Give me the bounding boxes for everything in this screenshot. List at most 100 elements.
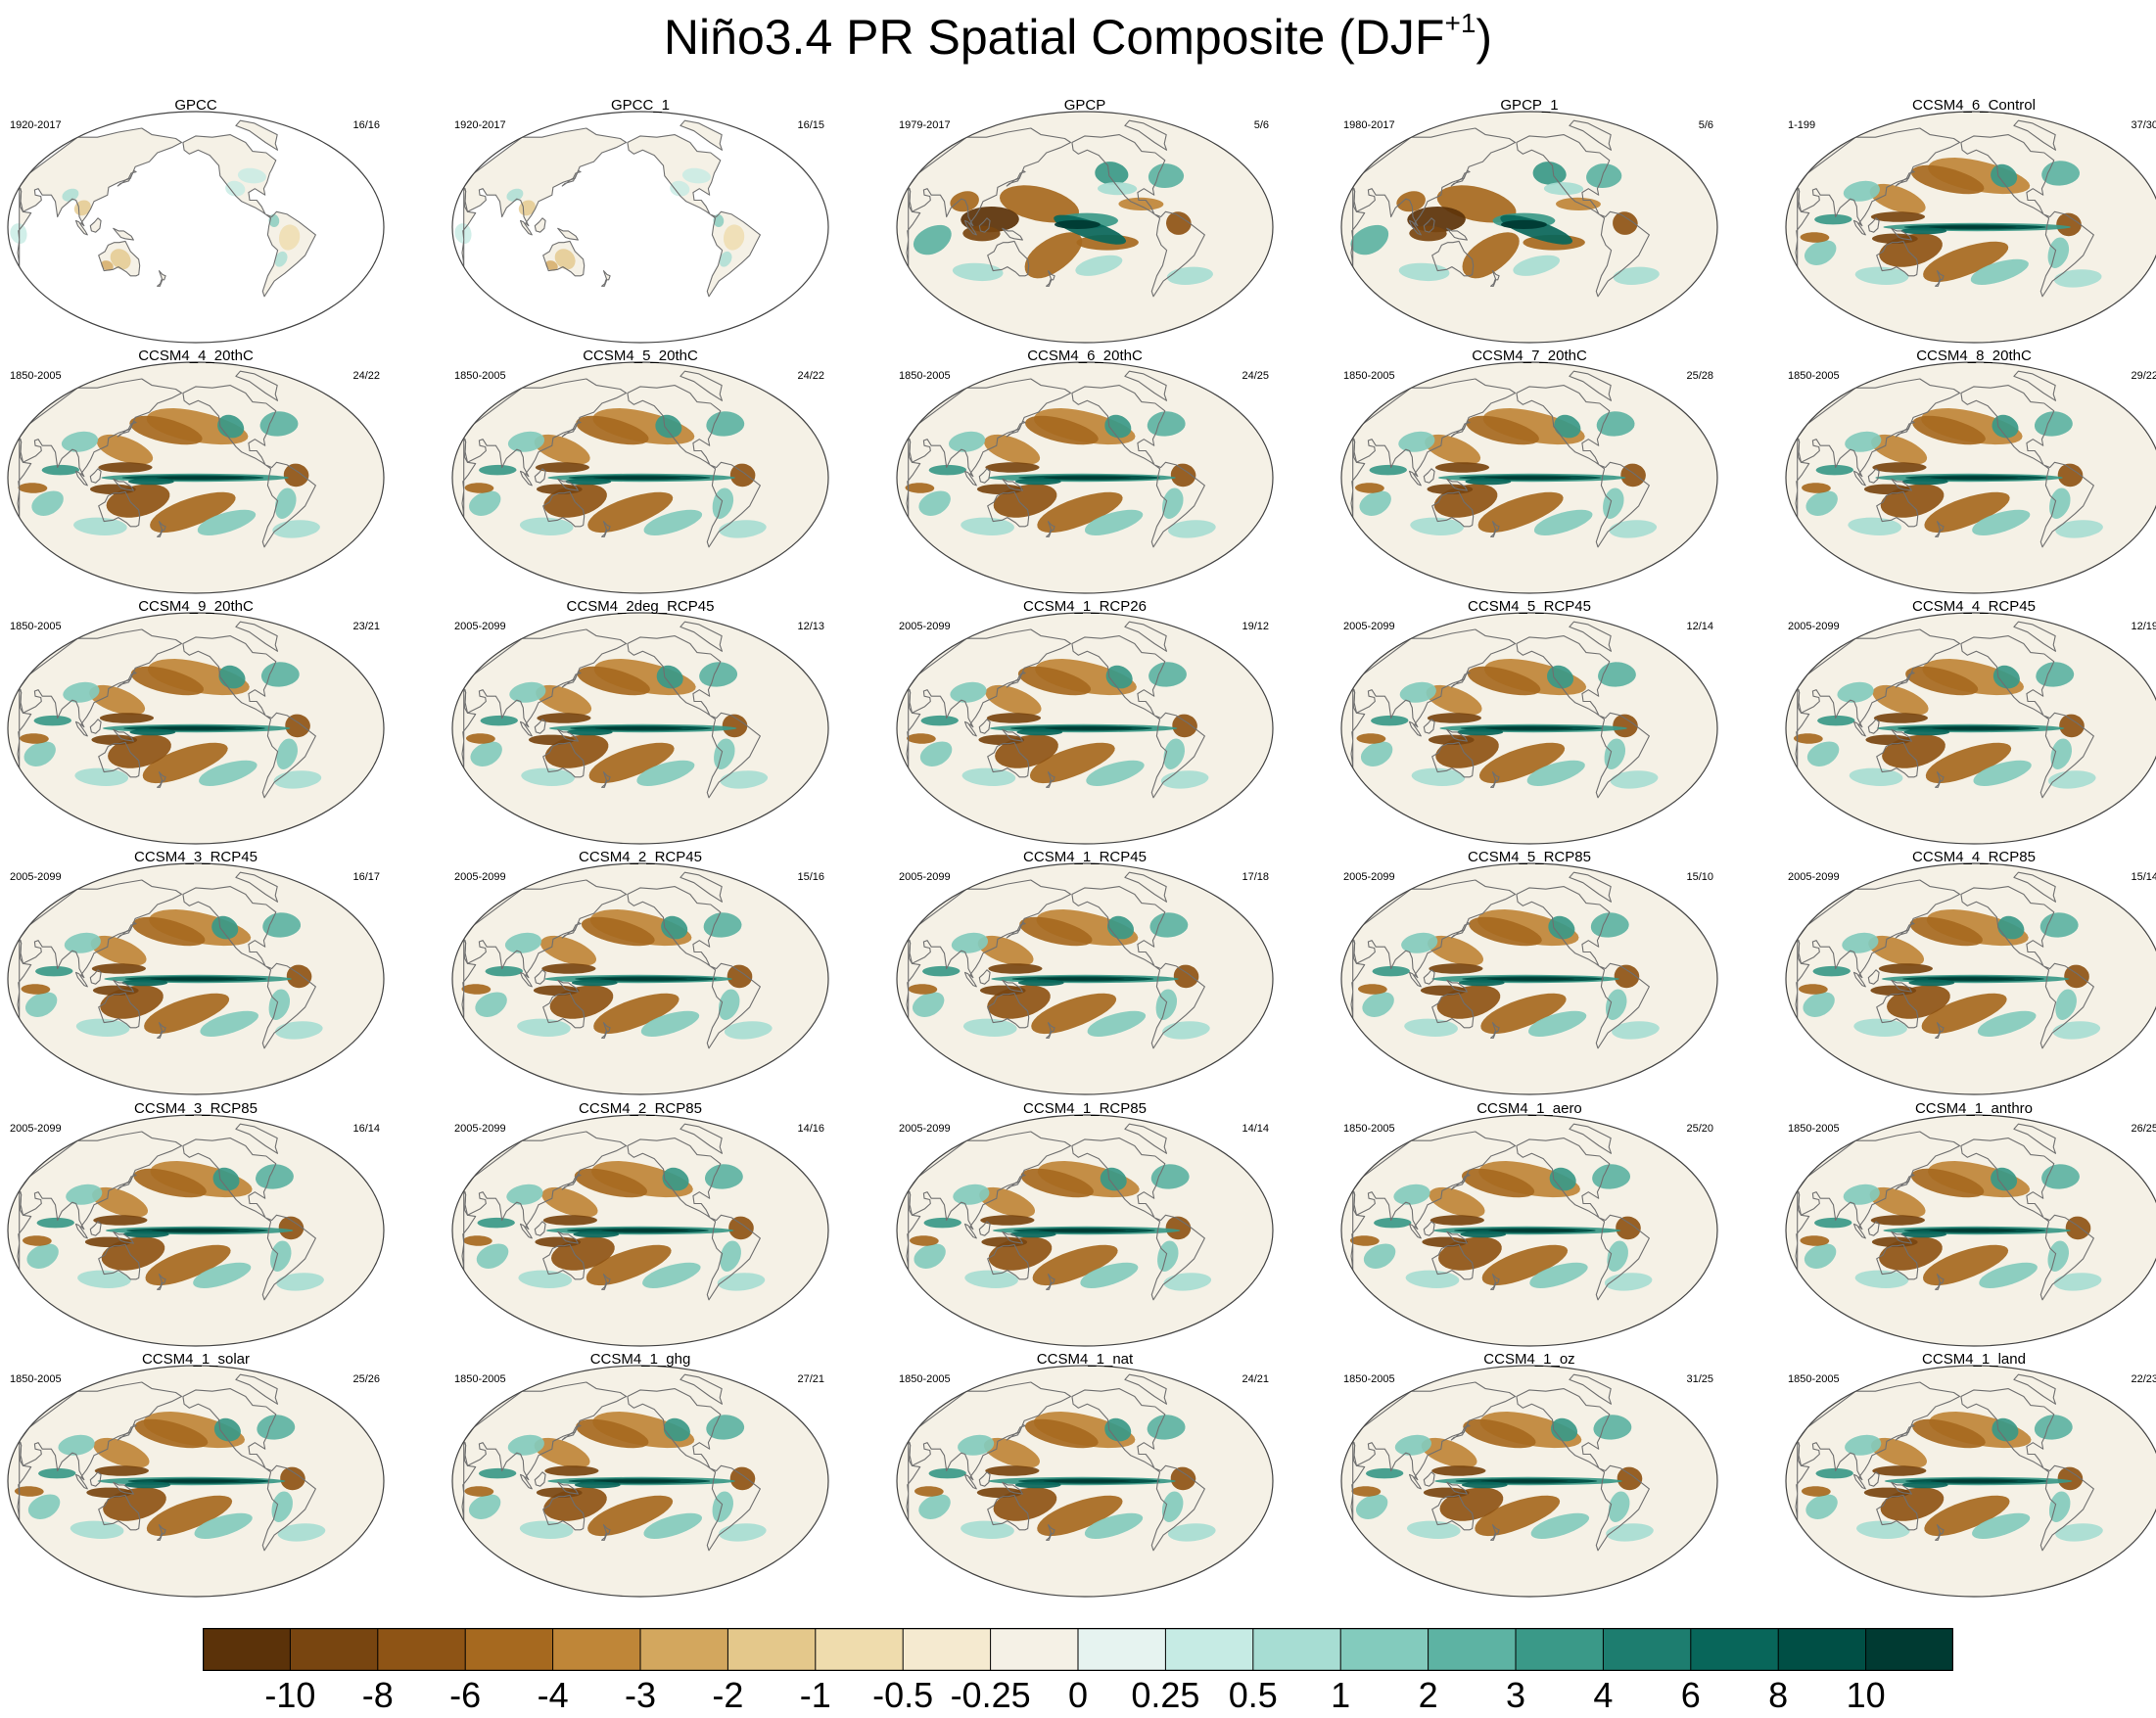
map-plot <box>1340 361 1718 594</box>
anomaly-patch <box>1930 1479 2019 1483</box>
asia-outline <box>463 1381 628 1481</box>
colorbar-swatch <box>726 1628 817 1671</box>
borneo-outline <box>534 1471 546 1487</box>
anomaly-patch <box>913 992 945 1017</box>
anomaly-patch <box>130 666 204 696</box>
greenland-outline <box>680 370 724 401</box>
anomaly-patch <box>928 1467 966 1479</box>
sumatra-outline <box>1852 971 1866 988</box>
anomaly-patch <box>213 1417 241 1442</box>
map-border <box>1340 361 1718 594</box>
anomaly-patch <box>1031 993 1117 1035</box>
americas-outline <box>1516 134 1650 298</box>
panel-years: 1979-2017 <box>899 119 951 131</box>
anomaly-patch <box>1485 726 1573 730</box>
anomaly-patch <box>1167 1523 1216 1542</box>
africa-outline <box>1350 186 1366 268</box>
panel-title: CCSM4_2_RCP45 <box>579 849 702 865</box>
japan-outline <box>1450 671 1471 688</box>
land-data-fill <box>463 128 627 226</box>
borneo-outline <box>534 969 546 985</box>
americas-outline <box>1071 134 1205 298</box>
anomaly-patch <box>268 989 290 1020</box>
anomaly-patch <box>1912 415 1986 445</box>
anomaly-patch <box>1488 1229 1576 1232</box>
anomaly-patch <box>670 180 690 197</box>
anomaly-patch <box>1371 715 1409 726</box>
anomaly-patch <box>1016 728 1063 736</box>
anomaly-patch <box>1104 414 1132 439</box>
anomaly-patch <box>1157 1240 1179 1272</box>
anomaly-patch <box>1800 1235 1830 1246</box>
colorbar-labels: -10 -8 -6 -4 -3 -2 -1 -0.5 -0.25 0 0.25 0.5 1 2 3 4 6 8 10 <box>0 1676 2156 1715</box>
panel-title: CCSM4_3_RCP45 <box>134 849 258 865</box>
australia-outline <box>98 240 141 277</box>
anomaly-patch <box>949 431 986 452</box>
colorbar-tick-label: 3 <box>1505 1675 1526 1715</box>
anomaly-patch <box>1085 509 1144 535</box>
panel-years: 1850-2005 <box>10 621 62 632</box>
americas-outline <box>627 1138 761 1301</box>
anomaly-patch <box>1428 734 1475 745</box>
sumatra-outline <box>1852 1223 1866 1239</box>
land-data-fill <box>520 220 533 235</box>
map-plot <box>896 612 1274 845</box>
new-zealand-outline <box>1935 1022 1945 1039</box>
greenland-outline <box>1569 370 1613 401</box>
panel-title: CCSM4_2_RCP85 <box>579 1100 702 1117</box>
anomaly-patch <box>1404 1018 1458 1037</box>
anomaly-patch <box>729 463 756 488</box>
anomaly-patch <box>1461 1481 1508 1489</box>
colorbar-tick-label: -6 <box>449 1675 482 1715</box>
anomaly-patch <box>1854 266 1909 285</box>
americas-outline <box>1071 1138 1205 1301</box>
panel-title: CCSM4_6_20thC <box>1027 348 1143 364</box>
colorbar-tick-label: 4 <box>1593 1675 1614 1715</box>
map-panel: CCSM4_1_oz 1850-2005 31/25 <box>1334 1352 1725 1602</box>
anomaly-patch <box>1815 1467 1853 1479</box>
anomaly-patch <box>280 1466 305 1491</box>
colorbar-swatch <box>639 1628 729 1671</box>
panel-years: 2005-2099 <box>10 1123 62 1135</box>
anomaly-patch <box>151 1229 240 1232</box>
anomaly-patch <box>1020 1168 1094 1198</box>
colorbar-swatch <box>1865 1628 1953 1671</box>
sumatra-outline <box>1852 470 1866 487</box>
map-plot <box>7 862 385 1095</box>
map-panel: CCSM4_1_RCP26 2005-2099 19/12 <box>889 599 1281 849</box>
panel-years: 2005-2099 <box>454 1123 506 1135</box>
anomaly-patch <box>262 912 301 938</box>
new-guinea-outline <box>1446 478 1468 491</box>
panel-title: CCSM4_1_land <box>1922 1351 2026 1368</box>
map-panel: CCSM4_4_20thC 1850-2005 24/22 <box>0 348 392 598</box>
anomaly-patch <box>480 715 518 726</box>
colorbar-swatch <box>1077 1628 1167 1671</box>
borneo-outline <box>89 1221 102 1236</box>
anomaly-patch <box>1804 1243 1837 1269</box>
anomaly-patch <box>593 993 680 1035</box>
australia-outline <box>542 1243 586 1280</box>
anomaly-patch <box>73 517 127 535</box>
anomaly-patch <box>1590 912 1629 938</box>
anomaly-patch <box>270 1240 292 1272</box>
anomaly-patch <box>722 714 748 738</box>
borneo-outline <box>978 719 991 734</box>
map-border <box>896 1365 1274 1598</box>
anomaly-patch <box>1843 180 1880 202</box>
anomaly-patch <box>519 1520 574 1539</box>
panel-title: CCSM4_1_solar <box>141 1351 251 1368</box>
anomaly-patch <box>535 462 589 473</box>
colorbar-swatch <box>289 1628 379 1671</box>
anomaly-patch <box>1019 916 1093 947</box>
anomaly-patch <box>86 1487 132 1498</box>
asia-outline <box>1797 127 1961 227</box>
new-zealand-outline <box>1490 270 1500 287</box>
borneo-outline <box>1867 217 1880 233</box>
anomaly-patch <box>1104 1417 1132 1442</box>
asia-outline <box>1797 378 1961 478</box>
anomaly-patch <box>1457 728 1504 736</box>
new-guinea-outline <box>1891 979 1912 993</box>
anomaly-patch <box>1055 219 1101 229</box>
asia-outline <box>1352 1131 1517 1230</box>
japan-outline <box>1450 169 1471 187</box>
